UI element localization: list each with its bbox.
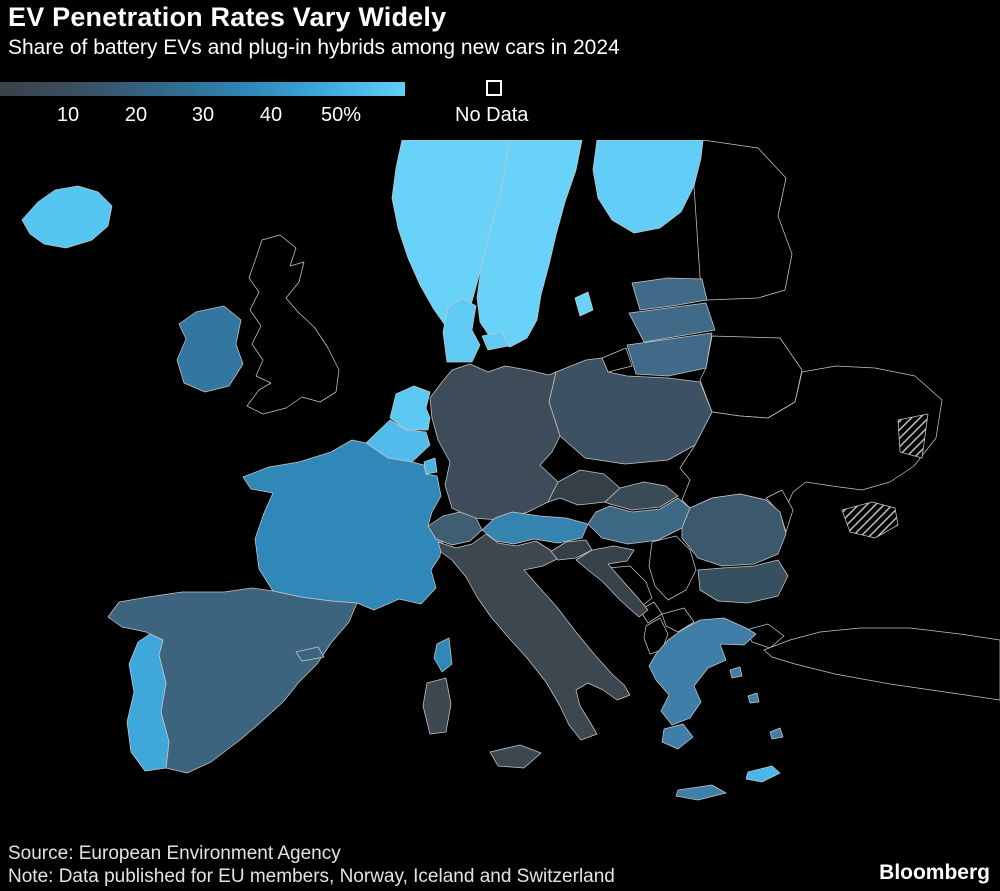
- source-line: Source: European Environment Agency: [8, 843, 341, 864]
- no-data-label: No Data: [455, 104, 529, 126]
- chart-title: EV Penetration Rates Vary Widely: [8, 2, 447, 32]
- country-sweden: [476, 140, 583, 348]
- country-ukraine: [679, 365, 943, 513]
- island-zealand: [481, 331, 509, 351]
- country-germany: [429, 363, 561, 521]
- country-belarus: [699, 335, 803, 419]
- island-gotland: [574, 291, 594, 317]
- bloomberg-logo: Bloomberg: [879, 861, 990, 884]
- country-poland: [548, 357, 713, 465]
- legend-tick-30: 30: [191, 104, 215, 126]
- legend-gradient-bar: [0, 82, 405, 96]
- country-serbia: [648, 535, 697, 601]
- country-turkey-thrace: [745, 623, 785, 649]
- island-aegean-1: [729, 666, 743, 679]
- legend-tick-20: 20: [124, 104, 148, 126]
- country-greece: [648, 617, 757, 726]
- country-iceland: [21, 185, 113, 249]
- country-turkey: [763, 627, 1000, 701]
- country-romania: [681, 493, 787, 567]
- country-france: [242, 439, 444, 611]
- country-slovakia: [604, 481, 679, 511]
- island-aegean-2: [747, 692, 760, 704]
- country-bulgaria: [697, 559, 789, 604]
- legend: 10 20 30 40 50% No Data: [0, 80, 1000, 132]
- europe-choropleth-map: [21, 140, 1000, 801]
- chart-subtitle: Share of battery EVs and plug-in hybrids…: [8, 36, 620, 59]
- note-line: Note: Data published for EU members, Nor…: [8, 866, 615, 887]
- country-ireland: [176, 305, 244, 393]
- island-sicily: [489, 744, 542, 769]
- country-portugal: [126, 633, 170, 772]
- country-latvia: [628, 302, 716, 343]
- country-hungary: [587, 497, 691, 545]
- country-italy: [437, 533, 631, 741]
- country-cyprus: [745, 765, 781, 783]
- country-finland: [592, 140, 704, 234]
- country-shapes: [21, 140, 1000, 801]
- island-balearics: [295, 646, 325, 662]
- no-data-swatch-icon: [486, 80, 502, 96]
- country-croatia: [575, 545, 649, 618]
- country-united-kingdom: [246, 234, 340, 415]
- country-luxembourg: [423, 457, 438, 475]
- island-sardinia: [422, 677, 452, 735]
- footer-notes: Source: European Environment Agency Note…: [8, 842, 615, 888]
- legend-tick-50: 50%: [320, 104, 362, 126]
- country-estonia: [631, 277, 708, 311]
- disputed-area-east-ukraine: [897, 413, 929, 459]
- country-netherlands: [389, 385, 431, 431]
- island-corsica: [433, 637, 453, 673]
- disputed-area-crimea: [841, 501, 899, 539]
- region-peloponnese: [661, 723, 694, 750]
- island-rhodes: [769, 727, 784, 740]
- island-crete: [675, 784, 727, 801]
- country-north-macedonia: [661, 607, 695, 633]
- country-austria: [481, 511, 589, 545]
- country-denmark: [442, 297, 481, 363]
- legend-tick-10: 10: [56, 104, 80, 126]
- country-russia: [693, 140, 793, 301]
- legend-tick-40: 40: [259, 104, 283, 126]
- country-lithuania: [626, 332, 713, 377]
